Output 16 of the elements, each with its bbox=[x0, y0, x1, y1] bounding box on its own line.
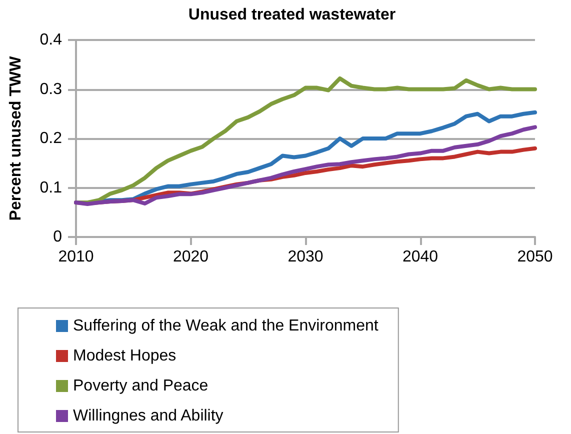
y-axis-title: Percent unused TWW bbox=[8, 55, 24, 221]
legend-label: Willingnes and Ability bbox=[73, 408, 224, 424]
y-tick-label: 0.2 bbox=[40, 130, 62, 147]
legend-label: Suffering of the Weak and the Environment bbox=[73, 318, 379, 334]
x-tick-label: 2010 bbox=[58, 248, 94, 266]
x-tick-label: 2050 bbox=[517, 248, 553, 266]
x-tick-label: 2030 bbox=[288, 248, 324, 266]
x-tick-label: 2020 bbox=[172, 248, 209, 266]
y-tick-label: 0 bbox=[53, 228, 62, 246]
chart-title: Unused treated wastewater bbox=[188, 6, 396, 24]
legend-label: Poverty and Peace bbox=[73, 378, 208, 394]
y-tick-label: 0.3 bbox=[40, 80, 62, 98]
y-tick-label: 0.4 bbox=[40, 32, 62, 48]
x-tick-label: 2040 bbox=[402, 248, 438, 266]
y-tick-label: 0.1 bbox=[40, 179, 62, 196]
legend-label: Modest Hopes bbox=[73, 348, 176, 364]
